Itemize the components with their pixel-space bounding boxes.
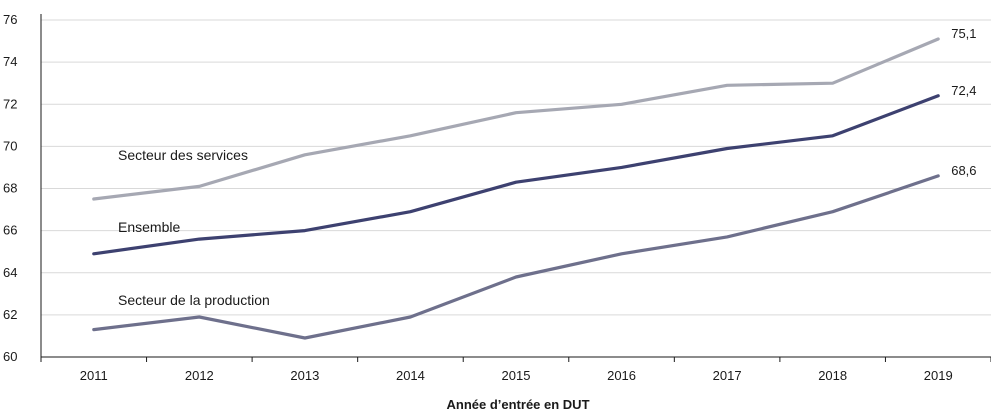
series-line <box>92 94 940 256</box>
series-line <box>92 174 940 340</box>
x-tick-label: 2017 <box>713 368 742 383</box>
x-axis: 2011 2012 2013 2014 2015 2016 2017 2018 2019 <box>40 356 991 383</box>
x-tick-label: 2014 <box>396 368 425 383</box>
x-tick-label: 2013 <box>290 368 319 383</box>
y-tick-label: 72 <box>3 96 17 111</box>
y-tick-label: 70 <box>3 138 17 153</box>
series-name-label: Secteur de la production <box>118 292 270 308</box>
series-name-label: Secteur des services <box>118 147 248 163</box>
y-tick-label: 66 <box>3 223 17 238</box>
x-tick-label: 2012 <box>185 368 214 383</box>
y-tick-label: 74 <box>3 54 17 69</box>
y-axis: 60 62 64 66 68 70 72 74 76 <box>3 12 42 364</box>
series-name-label: Ensemble <box>118 219 180 235</box>
end-value-label: 75,1 <box>951 26 976 41</box>
end-value-label: 68,6 <box>951 163 976 178</box>
x-tick-label: 2016 <box>607 368 636 383</box>
y-tick-label: 64 <box>3 265 17 280</box>
x-tick-label: 2015 <box>502 368 531 383</box>
x-tick-label: 2019 <box>924 368 953 383</box>
end-value-label: 72,4 <box>951 83 976 98</box>
x-tick-label: 2011 <box>80 368 108 383</box>
y-tick-label: 76 <box>3 12 17 27</box>
series-labels: Secteur des services 75,1 Ensemble 72,4 Sect… <box>118 26 977 308</box>
x-axis-title: Année d’entrée en DUT <box>446 397 589 412</box>
y-tick-label: 60 <box>3 349 17 364</box>
series-line <box>92 37 940 201</box>
y-tick-label: 68 <box>3 181 17 196</box>
series-lines <box>92 37 940 340</box>
gridlines <box>41 19 991 316</box>
y-tick-label: 62 <box>3 307 17 322</box>
x-tick-label: 2018 <box>818 368 847 383</box>
